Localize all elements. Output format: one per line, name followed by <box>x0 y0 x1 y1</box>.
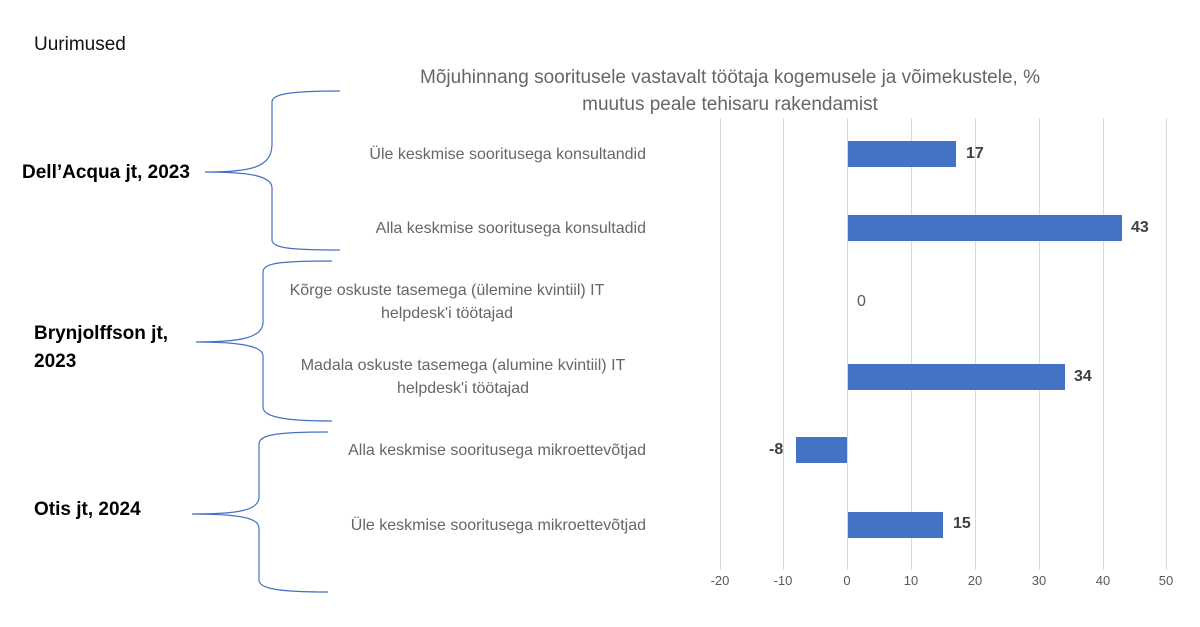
x-tick-label: 30 <box>1031 573 1047 588</box>
bar <box>848 215 1122 241</box>
gridline-zero <box>847 118 848 570</box>
value-label: 0 <box>857 293 866 310</box>
category-label-line: Alla keskmise sooritusega mikroettevõtja… <box>348 442 646 459</box>
bracket-otis <box>191 431 329 593</box>
study-label-line: 2023 <box>34 351 77 372</box>
category-label-line: helpdesk'i töötajad <box>396 380 530 397</box>
x-tick-label: -20 <box>710 573 730 588</box>
category-label-line: Üle keskmise sooritusega mikroettevõtjad <box>350 517 646 534</box>
chart-title-line: Mõjuhinnang sooritusele vastavalt töötaj… <box>420 67 1040 88</box>
value-label: 34 <box>1074 368 1092 385</box>
category-label: Alla keskmise sooritusega konsultadid <box>266 217 646 240</box>
study-label-dellacqua: Dell’Acqua jt, 2023 <box>22 159 190 187</box>
category-label: Üle keskmise sooritusega konsultandid <box>266 143 646 166</box>
x-tick-label: 20 <box>967 573 983 588</box>
bar-negative <box>796 437 847 463</box>
study-label-line: Dell’Acqua jt, 2023 <box>22 162 190 183</box>
category-label-line: Kõrge oskuste tasemega (ülemine kvintiil… <box>289 282 605 299</box>
study-label-line: Otis jt, 2024 <box>34 499 141 520</box>
category-label: Kõrge oskuste tasemega (ülemine kvintiil… <box>247 279 647 325</box>
value-label: 15 <box>953 515 971 532</box>
gridline <box>1166 118 1167 570</box>
category-label-line: helpdesk'i töötajad <box>380 305 514 322</box>
chart-title-line: muutus peale tehisaru rakendamist <box>582 94 878 115</box>
value-label: 17 <box>966 145 984 162</box>
value-label: -8 <box>769 441 784 458</box>
category-label-line: Madala oskuste tasemega (alumine kvintii… <box>300 357 626 374</box>
x-tick-label: 10 <box>903 573 919 588</box>
gridline <box>975 118 976 570</box>
category-label-line: Üle keskmise sooritusega konsultandid <box>369 146 646 163</box>
x-tick-label: 0 <box>843 573 851 588</box>
study-label-brynjolfsson: Brynjolffson jt, 2023 <box>34 320 168 376</box>
category-label: Alla keskmise sooritusega mikroettevõtja… <box>266 439 646 462</box>
x-tick-label: 50 <box>1158 573 1174 588</box>
gridline <box>1039 118 1040 570</box>
chart-title: Mõjuhinnang sooritusele vastavalt töötaj… <box>340 64 1120 118</box>
x-tick-label: -10 <box>773 573 793 588</box>
gridline <box>911 118 912 570</box>
category-label: Üle keskmise sooritusega mikroettevõtjad <box>266 514 646 537</box>
page-heading: Uurimused <box>34 34 126 55</box>
bracket-dellacqua <box>204 90 341 251</box>
bar <box>848 141 956 167</box>
bar <box>848 364 1065 390</box>
study-label-otis: Otis jt, 2024 <box>34 496 141 524</box>
gridline <box>1103 118 1104 570</box>
value-label: 43 <box>1131 219 1149 236</box>
category-label: Madala oskuste tasemega (alumine kvintii… <box>263 354 663 400</box>
bar <box>848 512 943 538</box>
curly-brackets-icon <box>191 90 341 593</box>
gridline <box>720 118 721 570</box>
gridline <box>783 118 784 570</box>
x-tick-label: 40 <box>1095 573 1111 588</box>
study-label-line: Brynjolffson jt, <box>34 323 169 344</box>
bracket-brynjolfsson <box>195 260 333 422</box>
category-label-line: Alla keskmise sooritusega konsultadid <box>375 220 646 237</box>
